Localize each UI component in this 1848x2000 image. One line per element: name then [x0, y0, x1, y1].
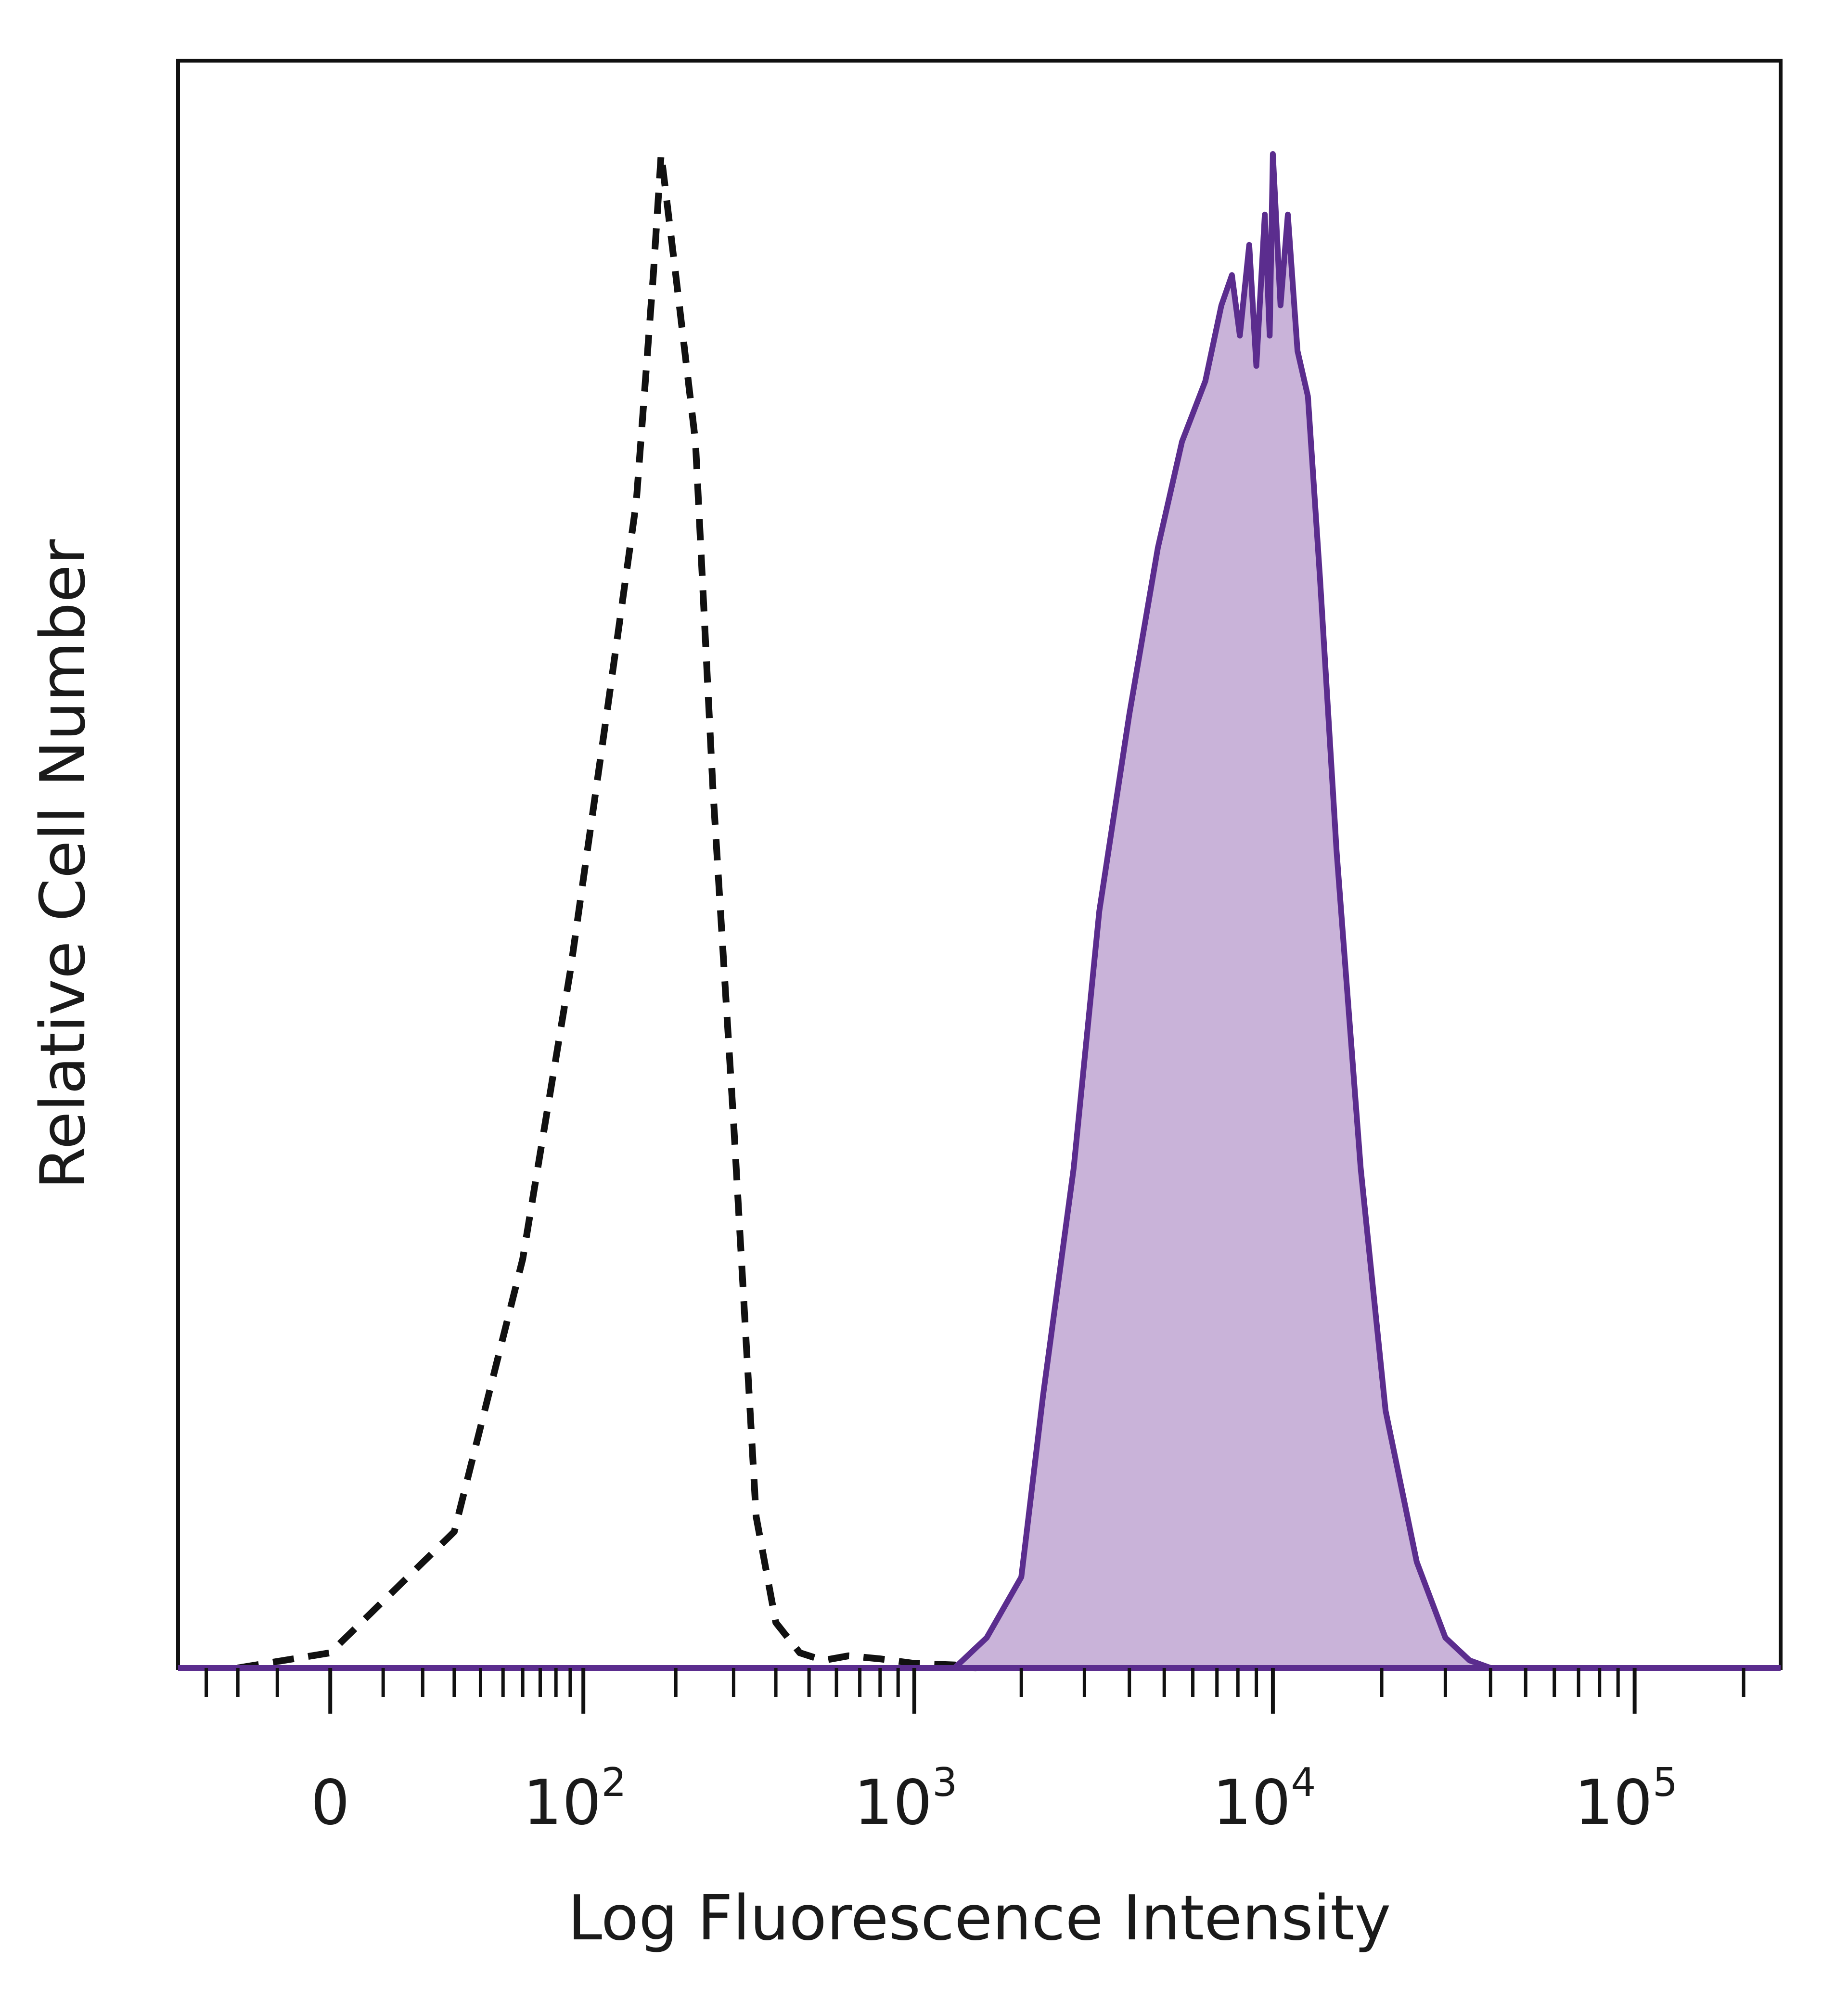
x-tick-label-1: 102 — [523, 1760, 627, 1839]
x-axis-major-ticks — [328, 1668, 1637, 1714]
x-axis-tick-labels: 0 102 103 104 105 — [311, 1760, 1678, 1839]
x-tick-label-0: 0 — [311, 1767, 350, 1839]
plot-frame — [176, 59, 1783, 1670]
series-1-area — [954, 154, 1491, 1668]
x-tick-label-4: 105 — [1574, 1760, 1678, 1839]
x-axis-title: Log Fluorescence Intensity — [568, 1883, 1391, 1954]
x-tick-label-2: 103 — [854, 1760, 957, 1839]
x-axis-minor-ticks — [205, 1668, 1745, 1697]
series-1-line — [952, 151, 1492, 1671]
series-layer — [237, 151, 1492, 1671]
x-tick-label-3: 104 — [1212, 1760, 1316, 1839]
y-axis-title: Relative Cell Number — [27, 539, 99, 1189]
series-0-line — [237, 151, 977, 1671]
